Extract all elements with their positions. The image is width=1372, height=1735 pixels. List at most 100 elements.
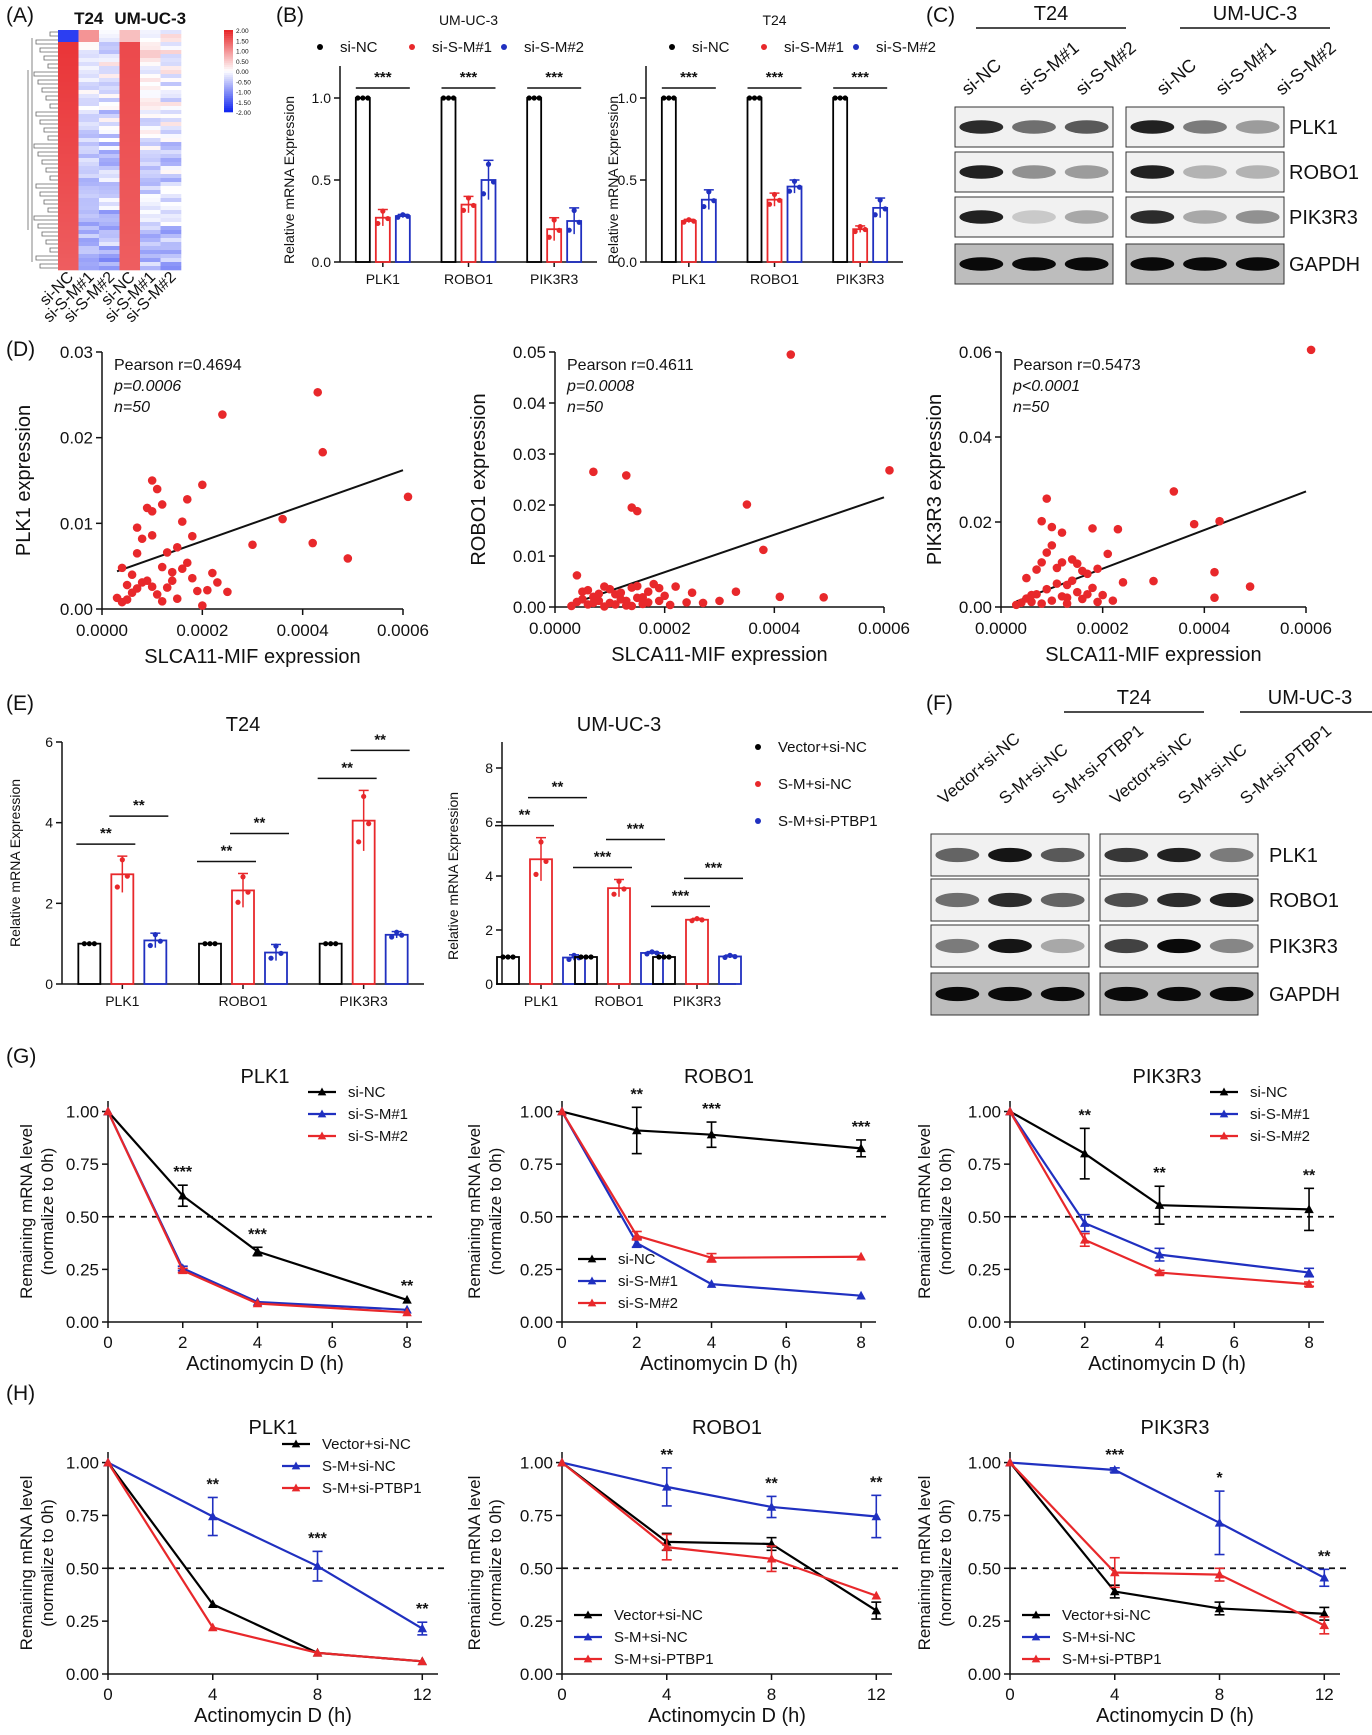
heatmap-cell [119,110,141,115]
heatmap-cell [78,166,100,171]
heatmap-cell [160,222,182,227]
heatmap-cell [99,174,120,179]
colorbar-tick-label: -1.00 [236,90,251,97]
heatmap-cell [78,126,100,131]
heatmap-cell [78,106,100,111]
data-point [355,95,361,101]
line-chart-g1: 0.00 0.25 0.50 0.75 1.00 0 2 4 6 8 Actinomycin D (… [17,1066,432,1375]
data-point [1083,589,1092,599]
y-tick-label: 1.00 [66,1454,99,1473]
data-point [157,562,167,572]
heatmap-cell [119,210,141,215]
bar-chart-b1: 0.0 0.5 1.0 Relative mRNA Expression UM-UC-3… [281,12,597,287]
heatmap-cell [99,186,120,191]
line-chart-h1: 0.00 0.25 0.50 0.75 1.00 0 4 8 12 Actinomycin D (… [17,1417,448,1727]
y-axis-label: Remaining mRNA level (normalize to 0h) [915,1124,955,1299]
y-tick-label: 0.00 [959,598,992,617]
blot-band [1235,210,1280,224]
heatmap-cell [119,150,141,155]
data-point [662,1481,672,1491]
colorbar-segment [224,42,233,45]
heatmap-cell [78,230,100,235]
heatmap-cell [58,90,79,95]
dendrogram-branch [35,111,58,117]
heatmap-cell [78,170,100,175]
heatmap-cell [140,190,161,195]
dendrogram-branch [45,95,58,101]
chart-title: PIK3R3 [1133,1066,1202,1088]
heatmap-cell [119,266,141,271]
heatmap-cell [119,130,141,135]
data-point [1047,596,1057,605]
legend-label: si-S-M#2 [1250,1128,1310,1145]
data-point [167,567,177,577]
data-point [856,1143,866,1153]
legend-marker [669,44,675,50]
blot-band [1040,986,1085,1002]
heatmap-cell [99,166,120,171]
blot-band [935,892,980,908]
heatmap-cell [78,38,100,43]
blot-band [1104,986,1149,1002]
data-point [632,1230,642,1240]
blot-band [1209,892,1254,908]
data-point [1319,1608,1330,1618]
heatmap-cell [58,54,79,59]
heatmap-cell [140,86,161,91]
heatmap-cell [160,34,182,39]
heatmap-cell [99,114,120,119]
legend-marker [587,1276,597,1285]
heatmap-cell [99,146,120,151]
data-point [686,217,692,223]
data-point [1154,1200,1165,1209]
data-point [856,1290,866,1300]
heatmap-cell [78,214,100,219]
y-axis-label-line: Remaining mRNA level [915,1124,934,1299]
panel-label-d: (D) [6,338,35,361]
data-point [172,543,182,552]
heatmap-cell [119,158,141,163]
heatmap-cell [78,94,100,99]
data-point [86,941,92,947]
heatmap-cell [119,70,141,75]
heatmap-cell [140,142,161,147]
heatmap-cell [99,86,120,91]
data-point [465,195,472,201]
x-tick-label: 4 [208,1685,217,1704]
data-point [791,178,798,184]
dendrogram-branch [45,239,58,245]
heatmap-cell [119,34,141,39]
y-axis-label-line: Remaining mRNA level [17,1476,36,1651]
data-point [157,596,167,606]
sig-label: ** [765,1475,778,1492]
legend-marker [587,1298,597,1307]
data-point [252,1298,263,1308]
heatmap-cell [58,218,79,223]
heatmap-cell [119,170,141,175]
legend-marker [583,1632,593,1641]
data-point [366,821,372,827]
data-point [1088,583,1097,593]
sig-label: *** [680,69,698,86]
legend-label: si-S-M#1 [432,39,492,56]
heatmap-cell [58,50,79,55]
heatmap-cell [58,78,79,83]
stat-label: p=0.0008 [566,378,634,395]
data-point [701,203,707,210]
heatmap-cell [119,174,141,179]
blot-band [1157,892,1201,908]
chart-title: PIK3R3 [1141,1417,1210,1439]
chart-title: UM-UC-3 [577,714,661,736]
heatmap-cell [58,42,79,47]
y-tick-label: 0.02 [513,496,546,515]
data-point [632,1238,642,1247]
heatmap-cell [140,226,161,231]
x-tick-label: PLK1 [524,993,558,1009]
series-line [107,1461,423,1663]
x-tick-label: 8 [767,1685,776,1704]
colorbar-segment [224,56,233,59]
stat-label: n=50 [114,399,150,416]
legend-marker [755,781,761,787]
data-point [1078,566,1087,576]
heatmap-cell [119,62,141,67]
